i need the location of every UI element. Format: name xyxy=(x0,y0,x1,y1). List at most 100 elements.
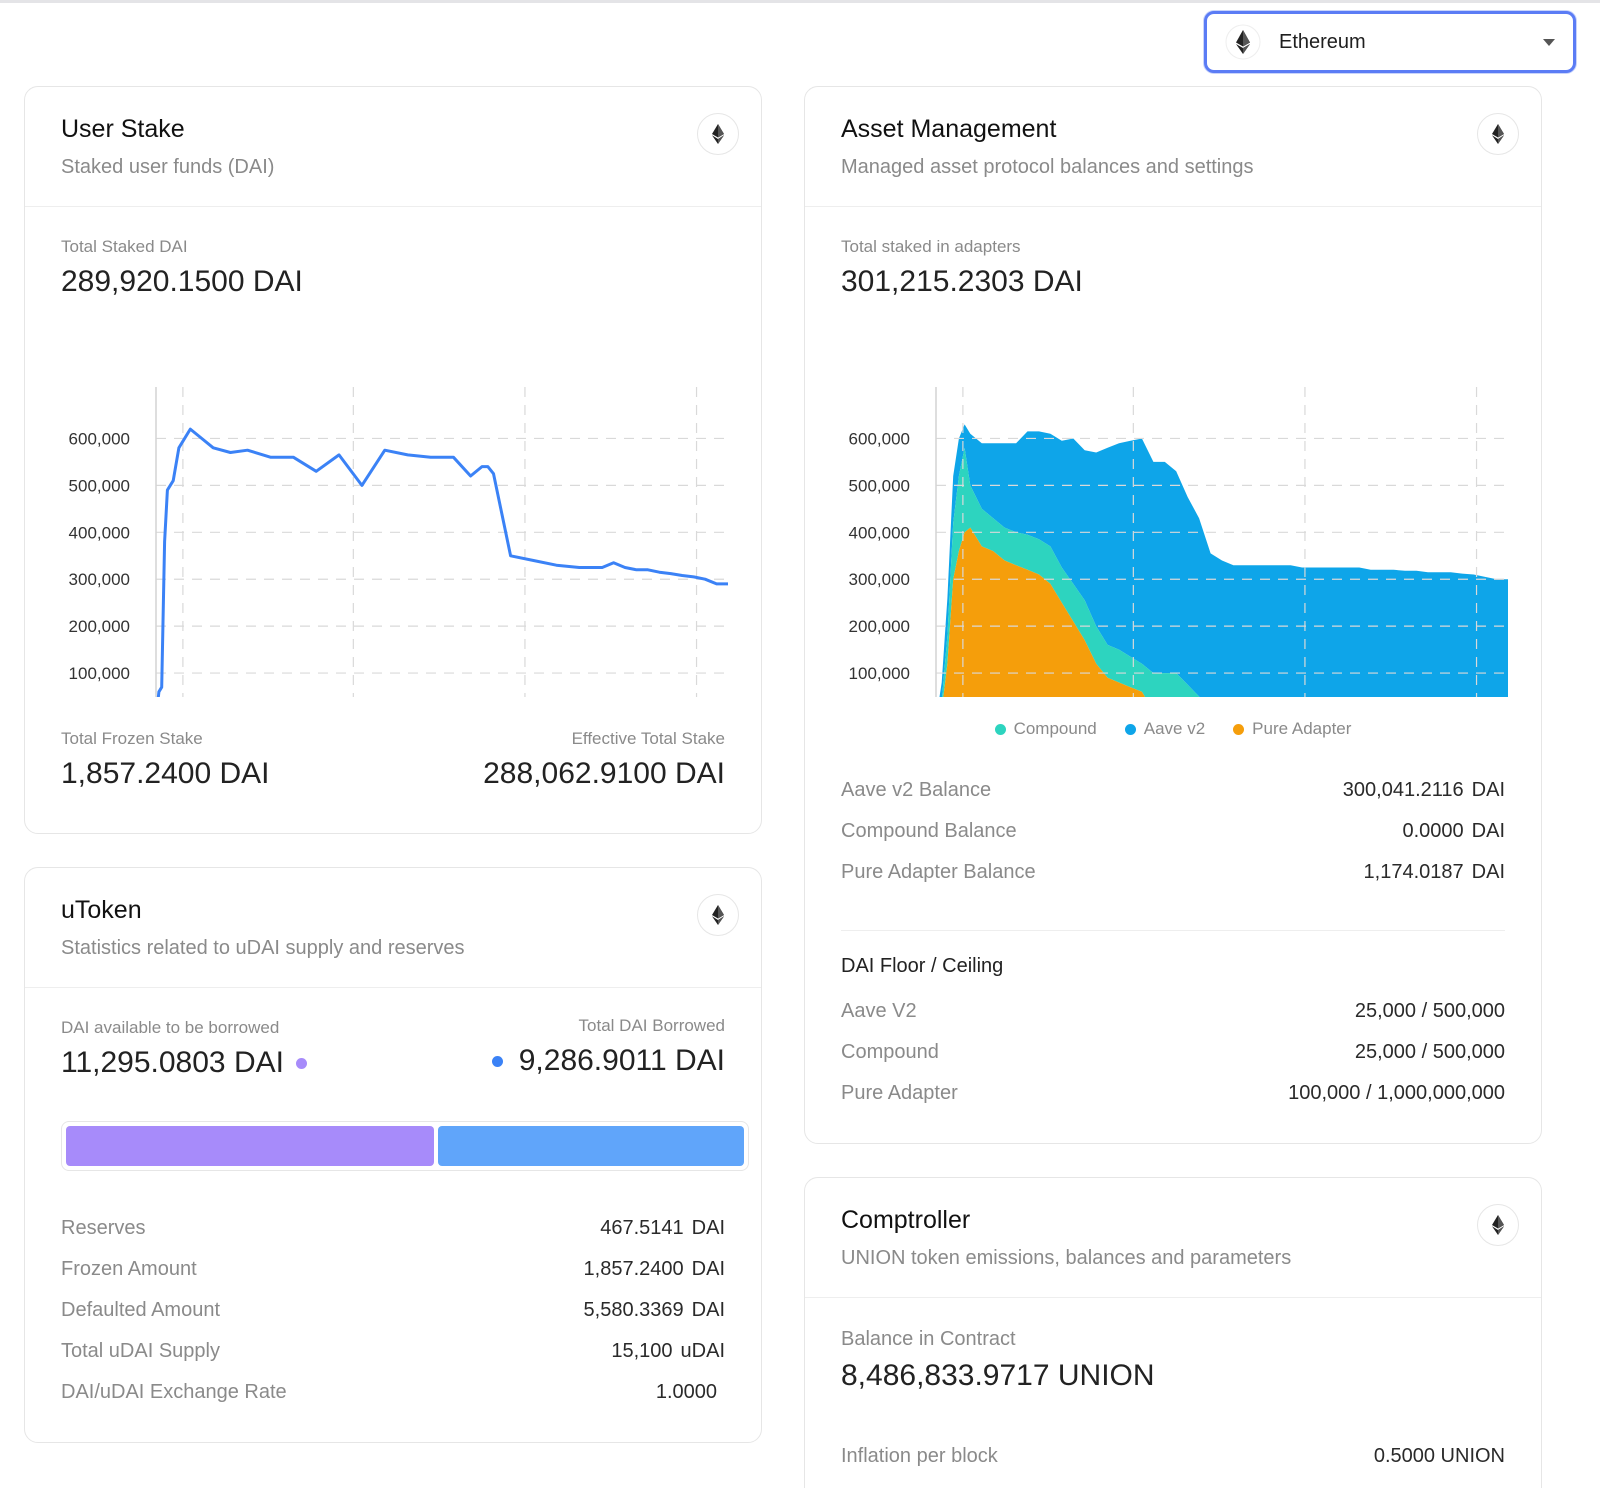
user-stake-title: User Stake xyxy=(61,115,185,143)
list-item: DAI/uDAI Exchange Rate 1.0000 xyxy=(61,1372,725,1413)
comptroller-subtitle: UNION token emissions, balances and para… xyxy=(841,1247,1292,1269)
y-tick-label: 300,000 xyxy=(69,570,130,589)
utoken-subtitle: Statistics related to uDAI supply and re… xyxy=(61,937,465,959)
area-aave-v2 xyxy=(936,424,1508,720)
legend-item-compound[interactable]: Compound xyxy=(994,719,1097,739)
y-tick-label: 400,000 xyxy=(849,523,910,542)
total-borrowed-value: 9,286.9011 DAI xyxy=(518,1044,725,1077)
frozen-stake-value: 1,857.2400 DAI xyxy=(61,757,270,790)
user-stake-subtitle: Staked user funds (DAI) xyxy=(61,156,275,178)
row-label: Pure Adapter Balance xyxy=(841,861,1036,883)
list-item: Aave V2 25,000 / 500,000 xyxy=(841,991,1505,1032)
row-label: Pure Adapter xyxy=(841,1082,958,1104)
list-item: Compound Balance 0.0000 DAI xyxy=(841,811,1505,852)
list-item: Compound 25,000 / 500,000 xyxy=(841,1032,1505,1073)
row-value: 467.5141 DAI xyxy=(600,1217,725,1240)
effective-stake-label: Effective Total Stake xyxy=(571,729,725,748)
y-tick-label: 600,000 xyxy=(69,429,130,448)
available-dot xyxy=(295,1057,307,1069)
total-staked-value: 289,920.1500 DAI xyxy=(61,265,303,298)
borrow-split-bar xyxy=(61,1121,749,1171)
borrowed-dot xyxy=(491,1055,503,1067)
ethereum-icon xyxy=(1477,113,1519,155)
row-label: DAI/uDAI Exchange Rate xyxy=(61,1381,287,1403)
asset-management-header: Asset Management Managed asset protocol … xyxy=(805,87,1541,207)
total-staked-label: Total Staked DAI xyxy=(61,237,188,256)
row-label: Total uDAI Supply xyxy=(61,1340,220,1362)
list-item: Frozen Amount 1,857.2400 DAI xyxy=(61,1249,725,1290)
list-item: Pure Adapter 100,000 / 1,000,000,000 xyxy=(841,1073,1505,1114)
utoken-title: uToken xyxy=(61,896,142,924)
legend-item-aave[interactable]: Aave v2 xyxy=(1124,719,1205,739)
ethereum-icon xyxy=(697,894,739,936)
comptroller-title: Comptroller xyxy=(841,1206,971,1234)
row-value: 1,857.2400 DAI xyxy=(584,1258,725,1281)
inflation-label: Inflation per block xyxy=(841,1445,998,1467)
frozen-stake-label: Total Frozen Stake xyxy=(61,729,203,748)
network-select[interactable]: Ethereum xyxy=(1204,11,1576,73)
asset-management-subtitle: Managed asset protocol balances and sett… xyxy=(841,156,1254,178)
series-line xyxy=(154,427,728,720)
row-label: Aave v2 Balance xyxy=(841,779,992,801)
list-item: Defaulted Amount 5,580.3369 DAI xyxy=(61,1290,725,1331)
inflation-value: 0.5000 UNION xyxy=(1373,1445,1505,1467)
row-value: 300,041.2116 DAI xyxy=(1343,779,1505,802)
row-value: 1,174.0187 DAI xyxy=(1364,861,1505,884)
y-tick-label: 200,000 xyxy=(69,617,130,636)
section-divider xyxy=(841,930,1505,931)
row-number: 0.0000 xyxy=(1402,820,1464,842)
adapters-total-label: Total staked in adapters xyxy=(841,237,1021,256)
area-pure-adapter xyxy=(936,527,1508,720)
utoken-stats-list: Reserves 467.5141 DAI Frozen Amount 1,857.24… xyxy=(61,1208,725,1413)
row-unit: DAI xyxy=(1471,820,1505,842)
row-label: Compound Balance xyxy=(841,820,1017,842)
row-value: 25,000 / 500,000 xyxy=(1354,1041,1505,1063)
y-tick-label: 400,000 xyxy=(69,523,130,542)
list-item: Aave v2 Balance 300,041.2116 DAI xyxy=(841,770,1505,811)
ethereum-icon xyxy=(697,113,739,155)
available-segment xyxy=(66,1126,435,1166)
available-borrow-value: 11,295.0803 DAI xyxy=(61,1046,284,1079)
row-label: Compound xyxy=(841,1041,939,1063)
row-number: 467.5141 xyxy=(600,1217,684,1239)
row-number: 300,041.2116 xyxy=(1342,779,1464,801)
row-number: 15,100 xyxy=(611,1340,673,1362)
adapters-total-value: 301,215.2303 DAI xyxy=(841,265,1083,298)
row-unit: uDAI xyxy=(680,1340,725,1362)
utoken-card: uToken Statistics related to uDAI supply… xyxy=(24,867,762,1443)
floor-ceiling-list: Aave V2 25,000 / 500,000 Compound 25,000 / … xyxy=(841,991,1505,1114)
y-tick-label: 100,000 xyxy=(69,664,130,683)
list-item: Pure Adapter Balance 1,174.0187 DAI xyxy=(841,852,1505,893)
utoken-header: uToken Statistics related to uDAI supply… xyxy=(25,868,761,988)
y-tick-label: 100,000 xyxy=(849,664,910,683)
comptroller-card: Comptroller UNION token emissions, balan… xyxy=(804,1177,1542,1488)
row-label: Frozen Amount xyxy=(61,1258,197,1280)
adapter-balances-list: Aave v2 Balance 300,041.2116 DAI Compound B… xyxy=(841,770,1505,893)
area-compound xyxy=(936,447,1508,720)
list-item: Reserves 467.5141 DAI xyxy=(61,1208,725,1249)
row-value: 5,580.3369 DAI xyxy=(584,1299,725,1322)
row-label: Aave V2 xyxy=(841,1000,917,1022)
y-tick-label: 500,000 xyxy=(849,476,910,495)
legend-item-pure-adapter[interactable]: Pure Adapter xyxy=(1233,719,1351,739)
effective-stake-value: 288,062.9100 DAI xyxy=(483,757,725,790)
contract-balance-label: Balance in Contract xyxy=(841,1328,1016,1350)
row-unit: DAI xyxy=(691,1217,725,1239)
y-tick-label: 600,000 xyxy=(849,429,910,448)
row-unit: DAI xyxy=(691,1299,725,1321)
borrowed-segment xyxy=(438,1126,744,1166)
user-stake-card: User Stake Staked user funds (DAI) Total… xyxy=(24,86,762,834)
row-number: 1,857.2400 xyxy=(583,1258,684,1280)
row-value: 15,100 uDAI xyxy=(611,1340,725,1363)
row-value: 0.0000 DAI xyxy=(1402,820,1505,843)
row-number: 1.0000 xyxy=(655,1381,717,1403)
asset-management-title: Asset Management xyxy=(841,115,1057,143)
asset-management-card: Asset Management Managed asset protocol … xyxy=(804,86,1542,1144)
y-tick-label: 500,000 xyxy=(69,476,130,495)
asset-management-chart: 100,000 200,000 300,000 400,000 500,000 600,0… xyxy=(805,317,1541,769)
y-tick-label: 200,000 xyxy=(849,617,910,636)
row-unit: DAI xyxy=(1471,861,1505,883)
user-stake-chart: 100,000 200,000 300,000 400,000 500,000 600,0… xyxy=(25,317,761,769)
contract-balance-value: 8,486,833.9717 UNION xyxy=(841,1359,1155,1392)
list-item: Total uDAI Supply 15,100 uDAI xyxy=(61,1331,725,1372)
